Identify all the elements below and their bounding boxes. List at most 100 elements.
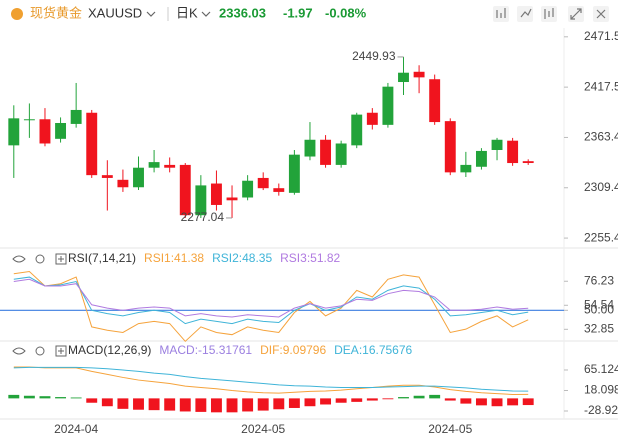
indicator-line [13, 271, 529, 343]
candle-body [288, 154, 300, 193]
eye-icon[interactable] [12, 255, 26, 263]
macd-bar [382, 398, 394, 400]
legend-entry: RSI2:48.35 [212, 251, 272, 265]
candle-body [148, 162, 160, 168]
y-tick-label: 50.00 [584, 302, 614, 316]
macd-bar [242, 398, 254, 412]
candle-body [179, 164, 191, 216]
macd-bar [398, 397, 409, 399]
instrument-name: 现货黄金 [30, 5, 82, 20]
tool-icon [496, 8, 506, 18]
x-tick-label: 2024-05 [428, 422, 472, 436]
macd-bar [429, 394, 441, 399]
settings-icon[interactable] [35, 346, 45, 356]
y-tick-label: 2471.54 [584, 29, 618, 43]
macd-bar [335, 398, 347, 403]
macd-bar [148, 398, 160, 411]
change: -1.97 [283, 5, 313, 20]
dropdown-arrow[interactable] [146, 11, 156, 17]
candle-body [491, 139, 503, 151]
macd-bar [304, 398, 316, 407]
macd-bar [117, 398, 129, 409]
candle-body [101, 175, 113, 178]
macd-bar [351, 398, 363, 402]
candle-body [320, 139, 332, 165]
indicator-line [13, 366, 529, 395]
dropdown-arrow[interactable] [201, 11, 211, 17]
macd-bar [273, 398, 285, 410]
macd-bar [195, 398, 207, 412]
macd-bar [164, 398, 176, 411]
x-tick-label: 2024-04 [54, 422, 98, 436]
y-tick-label: 18.09843 [584, 383, 618, 397]
macd-bar [507, 398, 519, 406]
candle-body [23, 119, 35, 121]
candle-body [444, 121, 456, 173]
macd-tools [12, 345, 67, 357]
x-tick-label: 2024-05 [241, 422, 285, 436]
rsi-tools [12, 253, 67, 265]
candle-body [257, 177, 269, 189]
macd-bar [444, 398, 456, 401]
macd-bar [257, 398, 269, 411]
candle-body [226, 197, 238, 201]
settings-icon[interactable] [35, 254, 45, 264]
y-tick-label: 2309.46 [584, 180, 618, 194]
legend-entry: RSI1:41.38 [144, 251, 204, 265]
toolbar [493, 6, 609, 22]
macd-bar [55, 397, 67, 399]
macd-bar [8, 394, 20, 399]
price-annotation: 2449.93 [352, 49, 396, 63]
candle-body [475, 150, 487, 167]
period[interactable]: 日K [176, 5, 198, 20]
macd-bar [475, 398, 487, 406]
legend-entry: DEA:16.75676 [334, 343, 412, 357]
macd-bar [413, 395, 425, 399]
candle-body [413, 71, 425, 78]
indicator-title: RSI(7,14,21) [68, 251, 136, 265]
macd-bar [210, 398, 222, 413]
tool-icon [596, 9, 606, 19]
tool-icon [570, 8, 582, 20]
candle-body [164, 164, 176, 168]
expand-icon-plus [58, 348, 64, 354]
expand-icon[interactable] [55, 345, 67, 357]
y-tick-label: -28.92723 [584, 403, 618, 417]
macd-bar [23, 395, 35, 399]
macd-bar [366, 398, 378, 401]
candle-body [133, 167, 144, 188]
y-tick-label: 32.85 [584, 321, 614, 335]
legend-entry: DIF:9.09796 [260, 343, 326, 357]
macd-bar [320, 398, 332, 405]
legend-entry: RSI3:51.82 [280, 251, 340, 265]
indicator-line [13, 276, 529, 325]
tool-icon [544, 8, 554, 19]
candle-body [210, 183, 222, 205]
indicator-line [13, 278, 529, 318]
candle-body [335, 143, 347, 165]
logo [11, 8, 23, 20]
candle-body [366, 112, 378, 125]
candle-body [117, 179, 129, 188]
indicator-title: MACD(12,26,9) [68, 343, 151, 357]
tool-button[interactable] [517, 6, 533, 22]
legend-entry: MACD:-15.31761 [159, 343, 252, 357]
expand-icon-plus [58, 256, 64, 262]
candle-body [39, 119, 51, 144]
tool-icon [520, 8, 532, 18]
eye-icon[interactable] [12, 347, 26, 355]
candle-body [460, 164, 472, 173]
candle-body [70, 109, 82, 124]
macd-bar [39, 396, 51, 399]
candle-body [398, 72, 409, 83]
symbol[interactable]: XAUUSD [88, 5, 142, 20]
macd-bar [226, 398, 238, 413]
candle-body [242, 180, 254, 198]
macd-bar [179, 398, 191, 412]
macd-bar [133, 398, 144, 410]
candle-body [429, 79, 441, 123]
expand-icon[interactable] [55, 253, 67, 265]
macd-bar [101, 398, 113, 407]
